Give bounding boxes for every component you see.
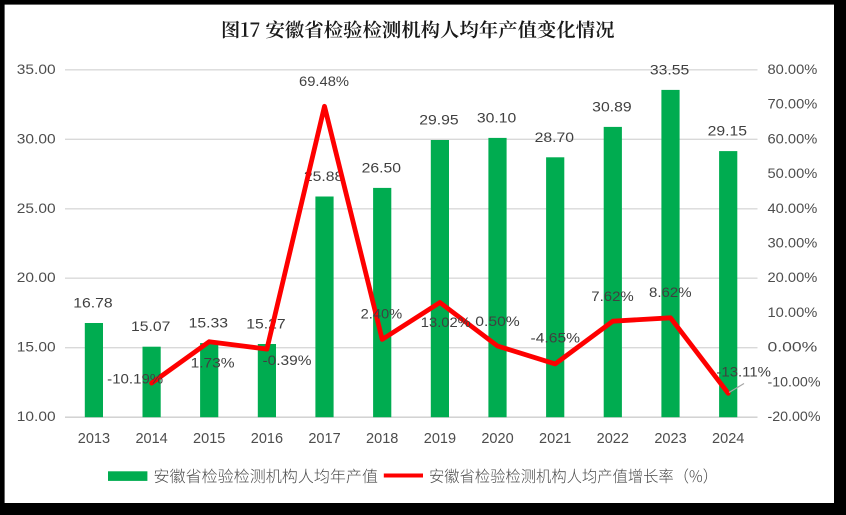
svg-text:2015: 2015: [193, 430, 225, 447]
svg-text:2019: 2019: [424, 430, 456, 447]
svg-text:0.00%: 0.00%: [768, 339, 818, 355]
svg-text:2020: 2020: [481, 430, 513, 447]
svg-text:2013: 2013: [78, 430, 110, 447]
svg-text:30.10: 30.10: [477, 109, 517, 125]
svg-text:35.00: 35.00: [17, 61, 56, 77]
svg-text:28.70: 28.70: [535, 129, 575, 145]
svg-text:2016: 2016: [251, 430, 283, 447]
svg-text:40.00%: 40.00%: [768, 200, 818, 216]
svg-text:-0.39%: -0.39%: [263, 352, 312, 368]
svg-text:-13.11%: -13.11%: [716, 364, 771, 380]
svg-text:13.02%: 13.02%: [421, 314, 471, 330]
svg-text:-20.00%: -20.00%: [768, 408, 821, 424]
svg-text:29.95: 29.95: [419, 112, 459, 128]
svg-text:2021: 2021: [539, 430, 571, 447]
svg-text:2018: 2018: [366, 430, 398, 447]
svg-text:2.40%: 2.40%: [361, 306, 403, 322]
svg-text:25.00: 25.00: [17, 200, 56, 216]
svg-text:16.78: 16.78: [73, 295, 113, 311]
svg-text:20.00%: 20.00%: [768, 269, 818, 285]
svg-text:30.00: 30.00: [17, 130, 56, 146]
svg-text:20.00: 20.00: [17, 269, 56, 285]
svg-text:15.00: 15.00: [17, 339, 56, 355]
svg-text:69.48%: 69.48%: [299, 73, 349, 89]
svg-text:-10.19%: -10.19%: [107, 371, 163, 387]
svg-text:15.27: 15.27: [246, 316, 286, 332]
svg-text:70.00%: 70.00%: [768, 96, 818, 112]
svg-text:33.55: 33.55: [650, 61, 690, 77]
svg-text:30.89: 30.89: [592, 98, 632, 114]
svg-text:2014: 2014: [135, 430, 167, 447]
svg-text:29.15: 29.15: [708, 123, 748, 139]
svg-text:30.00%: 30.00%: [768, 235, 818, 251]
svg-text:2024: 2024: [712, 430, 744, 447]
svg-text:1.73%: 1.73%: [191, 355, 235, 371]
svg-text:10.00: 10.00: [17, 408, 56, 424]
svg-text:15.07: 15.07: [131, 318, 171, 334]
svg-text:15.33: 15.33: [189, 315, 229, 331]
svg-text:10.00%: 10.00%: [768, 304, 818, 320]
svg-text:80.00%: 80.00%: [768, 61, 818, 77]
svg-text:2022: 2022: [597, 430, 629, 447]
svg-text:60.00%: 60.00%: [768, 130, 818, 146]
svg-text:2023: 2023: [654, 430, 686, 447]
svg-text:2017: 2017: [308, 430, 340, 447]
svg-text:25.88: 25.88: [304, 168, 344, 184]
svg-text:0.50%: 0.50%: [475, 313, 520, 329]
svg-text:8.62%: 8.62%: [649, 284, 692, 300]
svg-text:26.50: 26.50: [362, 159, 402, 175]
svg-text:-10.00%: -10.00%: [768, 374, 821, 390]
svg-text:-4.65%: -4.65%: [531, 330, 581, 346]
svg-text:7.62%: 7.62%: [591, 288, 634, 304]
svg-text:50.00%: 50.00%: [768, 165, 818, 181]
